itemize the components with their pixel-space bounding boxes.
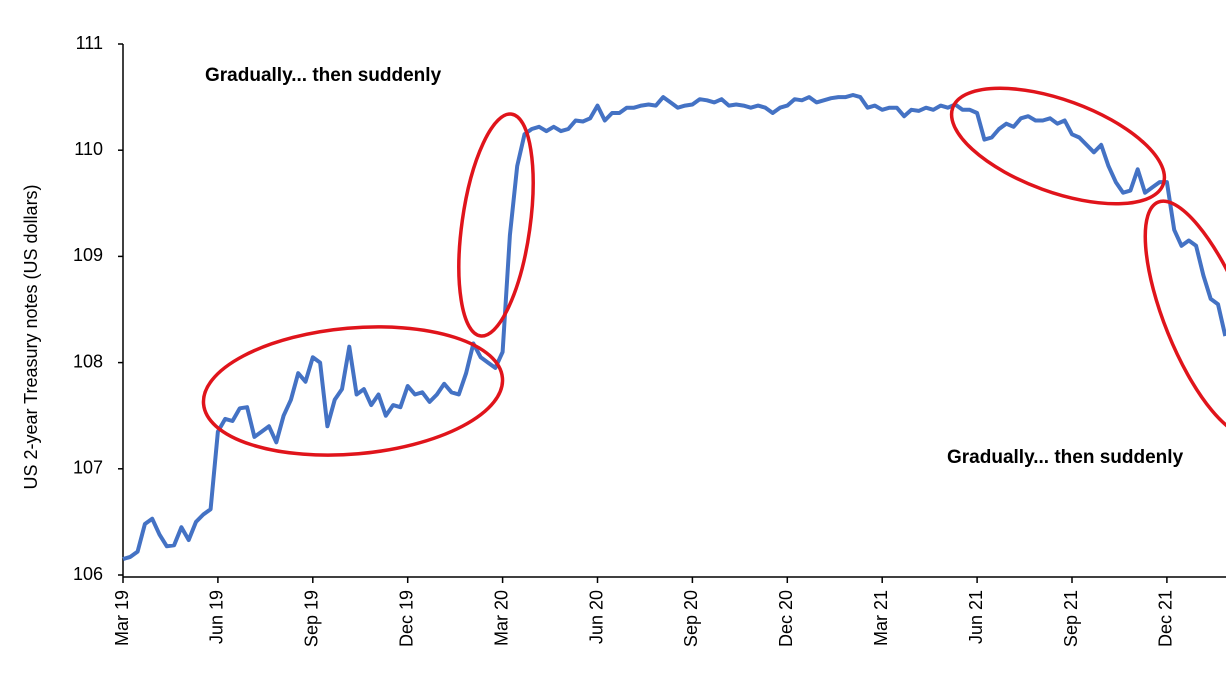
x-tick-label: Mar 20 [491, 590, 511, 646]
x-tick-label: Mar 21 [871, 590, 891, 646]
y-tick-label: 108 [73, 351, 103, 371]
highlight-ellipse [457, 112, 535, 338]
x-tick-label: Dec 20 [776, 590, 796, 647]
x-tick-label: Jun 20 [586, 590, 606, 644]
highlight-ellipse [201, 325, 505, 457]
y-tick-label: 109 [73, 245, 103, 265]
y-tick-label: 107 [73, 458, 103, 478]
x-tick-label: Mar 19 [112, 590, 132, 646]
plot: 106 107 108 109 110 111 Mar 19 Jun 19 Sep 19 Dec … [73, 33, 1226, 647]
x-tick-label: Sep 20 [681, 590, 701, 647]
y-tick-label: 111 [76, 33, 103, 53]
y-axis-label: US 2-year Treasury notes (US dollars) [21, 184, 41, 489]
x-tick-label: Dec 19 [396, 590, 416, 647]
x-tick-label: Jun 19 [207, 590, 227, 644]
annotation: Gradually... then suddenly [947, 447, 1184, 468]
x-tick-label: Sep 19 [302, 590, 322, 647]
annotation: Gradually... then suddenly [205, 65, 442, 86]
x-tick-label: Sep 21 [1061, 590, 1081, 647]
highlight-ellipse [1143, 199, 1226, 437]
x-tick-label: Jun 21 [966, 590, 986, 644]
y-tick-label: 110 [74, 139, 103, 159]
x-tick-label: Dec 21 [1156, 590, 1176, 647]
y-tick-label: 106 [73, 564, 103, 584]
data-line [122, 93, 1226, 562]
highlight-ellipse [949, 86, 1167, 206]
